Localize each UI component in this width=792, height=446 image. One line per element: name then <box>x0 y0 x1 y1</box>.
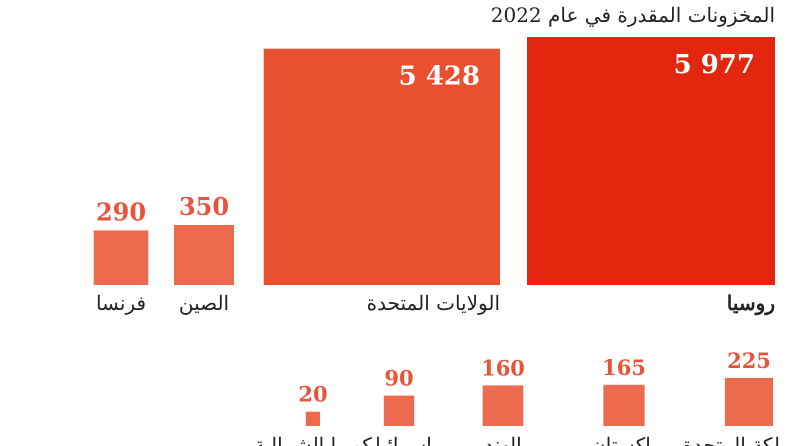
value-label-russia: 5 977 <box>674 50 755 80</box>
category-label-united-states: الولايات المتحدة <box>367 291 500 315</box>
bar-north-korea <box>305 411 321 426</box>
bar-china <box>174 225 234 285</box>
category-label-united-kingdom: المملكة المتحدة <box>683 433 792 446</box>
chart-title: المخزونات المقدرة في عام 2022 <box>491 3 775 27</box>
bar-india <box>482 385 524 426</box>
value-label-china: 350 <box>179 192 229 221</box>
value-label-israel: 90 <box>384 366 413 391</box>
category-label-israel: إسرائيل <box>366 433 432 446</box>
value-label-india: 160 <box>481 355 525 380</box>
category-label-india: الهند <box>484 433 521 446</box>
bar-russia <box>527 37 775 285</box>
bar-pakistan <box>603 384 645 426</box>
value-label-france: 290 <box>96 197 146 226</box>
bar-united-kingdom <box>724 377 773 426</box>
value-label-united-states: 5 428 <box>399 62 480 92</box>
bar-france <box>93 230 149 285</box>
value-label-united-kingdom: 225 <box>727 348 771 373</box>
value-label-north-korea: 20 <box>298 382 327 407</box>
category-label-france: فرنسا <box>96 291 146 315</box>
bar-united-states <box>263 48 500 286</box>
category-label-russia: روسيا <box>727 291 775 316</box>
value-label-pakistan: 165 <box>602 355 646 380</box>
category-label-china: الصين <box>179 291 229 315</box>
category-label-pakistan: باكستان <box>591 433 657 446</box>
category-label-north-korea: كوريا الشمالية <box>254 433 372 446</box>
bar-israel <box>383 395 415 426</box>
